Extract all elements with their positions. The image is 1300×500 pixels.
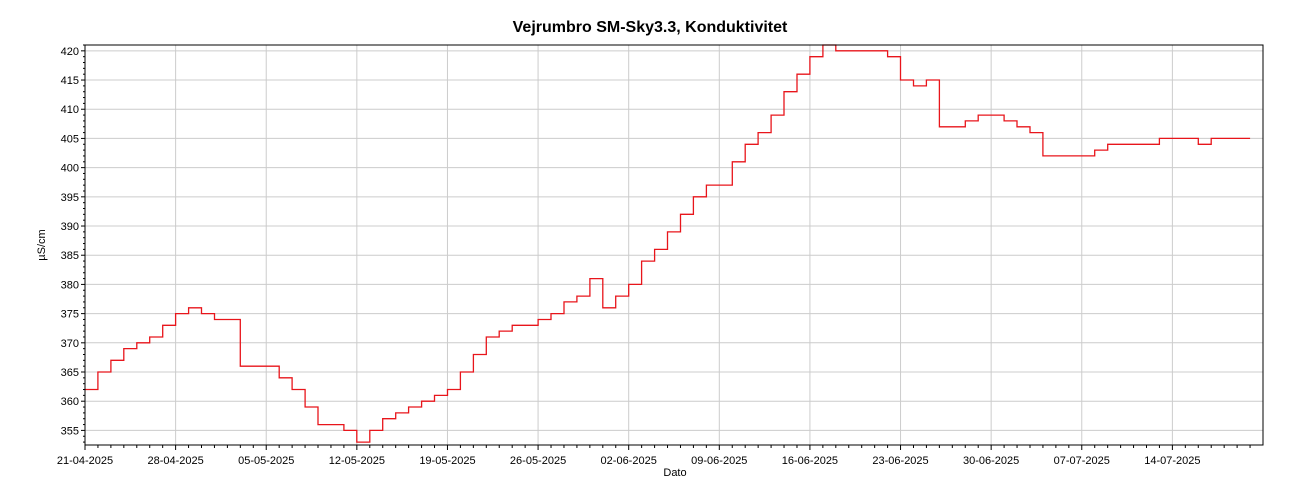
axis-ticks [81, 44, 1251, 450]
y-tick-label: 390 [61, 221, 79, 233]
y-tick-label: 380 [61, 279, 79, 291]
y-axis-title: µS/cm [36, 229, 48, 260]
y-tick-label: 395 [61, 192, 79, 204]
series-layer [85, 44, 1251, 443]
x-tick-label: 09-06-2025 [691, 455, 747, 467]
y-tick-label: 375 [61, 309, 79, 321]
y-tick-label: 410 [61, 104, 79, 116]
x-tick-label: 14-07-2025 [1144, 455, 1200, 467]
x-tick-label: 02-06-2025 [601, 455, 657, 467]
y-tick-label: 400 [61, 163, 79, 175]
series-line [85, 44, 1251, 443]
x-tick-label: 19-05-2025 [419, 455, 475, 467]
x-tick-label: 05-05-2025 [238, 455, 294, 467]
x-tick-label: 07-07-2025 [1054, 455, 1110, 467]
y-tick-label: 420 [61, 46, 79, 58]
chart-title: Vejrumbro SM-Sky3.3, Konduktivitet [512, 19, 788, 36]
y-tick-label: 370 [61, 338, 79, 350]
x-axis-title: Dato [663, 467, 686, 479]
x-tick-label: 26-05-2025 [510, 455, 566, 467]
x-tick-label: 16-06-2025 [782, 455, 838, 467]
x-axis-tick-labels: 21-04-2025 28-04-2025 05-05-2025 12-05-2025… [57, 455, 1201, 467]
x-tick-label: 23-06-2025 [872, 455, 928, 467]
y-axis-tick-labels: 355 360 365 370 375 380 385 390 395 400 405 410 415 4… [61, 46, 79, 438]
y-tick-label: 415 [61, 75, 79, 87]
x-tick-label: 30-06-2025 [963, 455, 1019, 467]
y-tick-label: 365 [61, 367, 79, 379]
y-tick-label: 405 [61, 133, 79, 145]
y-tick-label: 385 [61, 250, 79, 262]
x-tick-label: 12-05-2025 [329, 455, 385, 467]
y-tick-label: 355 [61, 425, 79, 437]
plot-frame [84, 44, 1264, 446]
x-tick-label: 21-04-2025 [57, 455, 113, 467]
x-tick-label: 28-04-2025 [147, 455, 203, 467]
y-tick-label: 360 [61, 396, 79, 408]
grid-lines [85, 45, 1263, 445]
